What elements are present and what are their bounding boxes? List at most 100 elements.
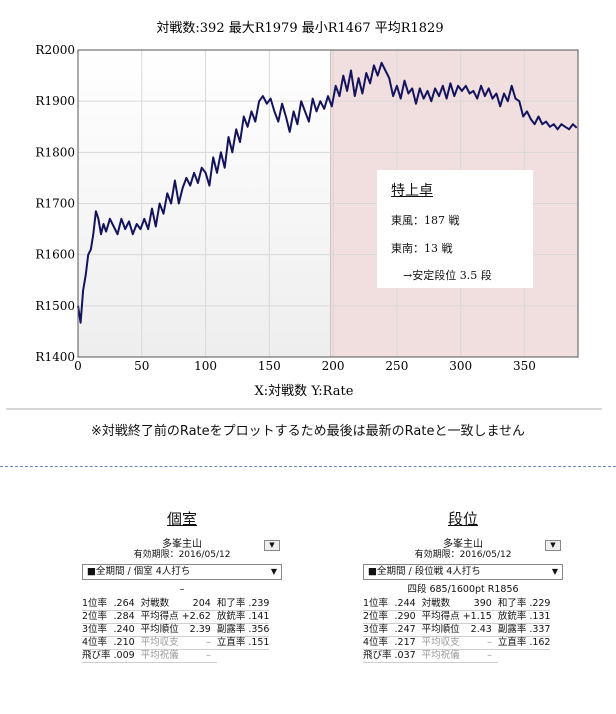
info-box-tonpu: 東風：187 戦 — [391, 214, 460, 227]
stat-value: 204 — [181, 598, 217, 611]
stat-value: .229 — [529, 598, 551, 611]
stat-value — [529, 650, 550, 663]
period-mode-value: ■全期間 / 段位戦 4人打ち — [368, 566, 481, 577]
x-tick-label: 150 — [258, 359, 281, 373]
stat-label: 対戦数 — [140, 598, 182, 611]
stat-value: .217 — [394, 636, 422, 650]
stat-label: 立直率 — [216, 636, 249, 650]
stat-value: .284 — [113, 610, 141, 624]
chevron-down-icon: ▼ — [270, 567, 277, 576]
y-tick-label: R1400 — [35, 350, 75, 364]
stats-row: 1位率 .244 対戦数 390 和了率 .229 — [363, 598, 551, 611]
stat-value: .151 — [248, 636, 270, 650]
panel-title: 個室 — [166, 510, 197, 528]
stat-label — [217, 650, 249, 663]
player-name: 多峯主山 — [162, 539, 202, 550]
stat-label: 4位率 — [363, 636, 395, 650]
period-mode-select[interactable]: ■全期間 / 個室 4人打ち ▼ — [82, 564, 282, 580]
stat-label: 立直率 — [497, 636, 530, 650]
stats-table: 1位率 .264 対戦数 204 和了率 .239 2位率 .284 平均得点 +2.62 放銃率.… — [82, 598, 270, 663]
stat-value: – — [462, 636, 498, 650]
stat-label — [498, 650, 530, 663]
stat-value: .210 — [113, 636, 141, 650]
stat-label: 和了率 — [497, 598, 530, 611]
validity-date: 有効期限：2016/05/12 — [414, 550, 512, 560]
period-mode-select[interactable]: ■全期間 / 段位戦 4人打ち ▼ — [363, 564, 563, 580]
stat-label: 2位率 — [82, 610, 114, 624]
ranked-panel: 段位 多峯主山 ▼ 有効期限：2016/05/12 ■全期間 / 段位戦 4人打… — [363, 508, 563, 663]
stat-label: 和了率 — [216, 598, 249, 611]
player-name-row: 多峯主山 ▼ — [363, 539, 563, 551]
rate-series-line — [77, 61, 578, 324]
player-dropdown-icon[interactable]: ▼ — [545, 540, 561, 551]
stats-row: 4位率 .210 平均収支 – 立直率 .151 — [82, 636, 270, 650]
stat-label: 平均順位 — [140, 623, 182, 637]
stat-label: 平均得点 — [140, 610, 182, 624]
stat-value: – — [462, 649, 498, 663]
rank-info-box: 特上卓 東風：187 戦 東南：13 戦 →安定段位 3.5 段 — [377, 170, 533, 288]
info-box-tonnan: 東南：13 戦 — [391, 242, 453, 255]
stat-label: 放銃率 — [216, 610, 249, 624]
stat-value: +1.15 — [462, 610, 498, 624]
stats-table: 1位率 .244 対戦数 390 和了率 .229 2位率 .290 平均得点 +1.15 放銃率.… — [363, 598, 551, 663]
stat-label: 平均祝儀 — [140, 649, 182, 663]
stat-value: .037 — [394, 649, 422, 663]
stat-label: 3位率 — [82, 623, 114, 637]
plot-frame — [77, 49, 579, 358]
player-name: 多峯主山 — [443, 539, 483, 550]
stat-value: 390 — [462, 598, 498, 611]
stat-label: 4位率 — [82, 636, 114, 650]
stat-value: .244 — [394, 598, 422, 611]
info-box-title: 特上卓 — [391, 183, 433, 199]
y-tick-label: R2000 — [35, 43, 75, 57]
stats-row: 2位率 .284 平均得点 +2.62 放銃率 .141 — [82, 610, 270, 624]
stat-value: +2.62 — [181, 610, 217, 624]
y-tick-label: R1600 — [35, 248, 75, 262]
y-tick-label: R1700 — [35, 197, 75, 211]
stat-value: .239 — [248, 598, 270, 611]
stat-value: .356 — [248, 623, 270, 637]
stat-label: 副露率 — [497, 623, 530, 637]
private-room-panel: 個室 多峯主山 ▼ 有効期限：2016/05/12 ■全期間 / 個室 4人打ち… — [82, 508, 282, 663]
x-tick-label: 350 — [513, 359, 536, 373]
chart-title: 対戦数:392 最大R1979 最小R1467 平均R1829 — [156, 21, 443, 36]
stat-label: 1位率 — [82, 598, 114, 611]
stat-label: 平均祝儀 — [421, 649, 463, 663]
player-dropdown-icon[interactable]: ▼ — [264, 540, 280, 551]
chart-note: ※対戦終了前のRateをプロットするため最後は最新のRateと一致しません — [90, 424, 526, 439]
x-tick-label: 50 — [134, 359, 149, 373]
validity-date: 有効期限：2016/05/12 — [133, 550, 231, 560]
rank-summary: 四段 685/1600pt R1856 — [407, 584, 519, 595]
x-tick-label: 200 — [322, 359, 345, 373]
stat-value — [248, 650, 269, 663]
panel-title: 段位 — [447, 510, 478, 528]
stat-label: 1位率 — [363, 598, 395, 611]
y-tick-label: R1500 — [35, 299, 75, 313]
stat-label: 平均順位 — [421, 623, 463, 637]
stat-label: 2位率 — [363, 610, 395, 624]
stat-value: .290 — [394, 610, 422, 624]
stat-label: 平均得点 — [421, 610, 463, 624]
stat-value: .240 — [113, 623, 141, 637]
stat-value: .162 — [529, 636, 551, 650]
stat-value: 2.43 — [462, 623, 498, 637]
chevron-down-icon: ▼ — [551, 567, 558, 576]
chart-divider — [6, 408, 602, 410]
stat-value: – — [181, 636, 217, 650]
stats-row: 3位率 .247 平均順位 2.43 副露率 .337 — [363, 623, 551, 637]
stat-label: 飛び率 — [363, 649, 395, 663]
section-divider — [0, 466, 616, 467]
x-axis-label: X:対戦数 Y:Rate — [255, 384, 354, 399]
period-mode-value: ■全期間 / 個室 4人打ち — [87, 566, 191, 577]
stats-row: 2位率 .290 平均得点 +1.15 放銃率 .131 — [363, 610, 551, 624]
x-tick-label: 0 — [74, 359, 82, 373]
stat-label: 平均収支 — [421, 636, 463, 650]
stat-value: .264 — [113, 598, 141, 611]
stat-value: .247 — [394, 623, 422, 637]
stats-row: 飛び率 .037 平均祝儀 – — [363, 649, 550, 663]
x-tick-label: 250 — [385, 359, 408, 373]
stat-value: .141 — [248, 610, 270, 624]
stat-label: 平均収支 — [140, 636, 182, 650]
stat-label: 3位率 — [363, 623, 395, 637]
stat-value: .337 — [529, 623, 551, 637]
